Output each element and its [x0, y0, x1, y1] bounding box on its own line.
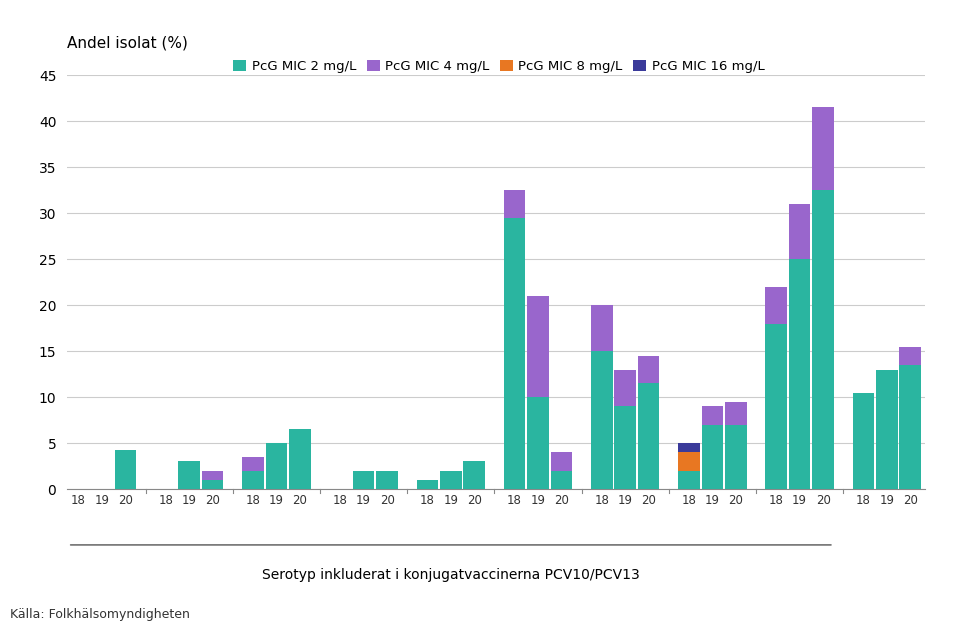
- Bar: [353, 471, 374, 489]
- Bar: [202, 471, 223, 480]
- Bar: [724, 424, 746, 489]
- Bar: [590, 351, 612, 489]
- Bar: [527, 397, 548, 489]
- Bar: [242, 457, 263, 471]
- Bar: [678, 452, 699, 471]
- Bar: [614, 406, 636, 489]
- Bar: [638, 383, 659, 489]
- Bar: [289, 429, 311, 489]
- Legend: PcG MIC 2 mg/L, PcG MIC 4 mg/L, PcG MIC 8 mg/L, PcG MIC 16 mg/L: PcG MIC 2 mg/L, PcG MIC 4 mg/L, PcG MIC …: [228, 55, 769, 78]
- Bar: [764, 324, 786, 489]
- Bar: [202, 480, 223, 489]
- Bar: [811, 107, 833, 190]
- Bar: [590, 305, 612, 351]
- Bar: [550, 471, 572, 489]
- Text: Andel isolat (%): Andel isolat (%): [67, 35, 188, 50]
- Bar: [724, 402, 746, 424]
- Bar: [875, 369, 897, 489]
- Bar: [788, 204, 809, 259]
- Bar: [700, 424, 722, 489]
- Bar: [638, 356, 659, 383]
- Bar: [764, 287, 786, 324]
- Bar: [852, 393, 873, 489]
- Bar: [439, 471, 461, 489]
- Bar: [678, 443, 699, 452]
- Bar: [265, 443, 287, 489]
- Bar: [242, 471, 263, 489]
- Bar: [700, 406, 722, 424]
- Bar: [114, 450, 136, 489]
- Bar: [463, 461, 484, 489]
- Bar: [899, 347, 920, 365]
- Bar: [178, 461, 200, 489]
- Text: Källa: Folkhälsomyndigheten: Källa: Folkhälsomyndigheten: [10, 608, 190, 621]
- Bar: [503, 190, 525, 218]
- Bar: [811, 190, 833, 489]
- Bar: [550, 452, 572, 471]
- Bar: [788, 259, 809, 489]
- Bar: [503, 218, 525, 489]
- Bar: [375, 471, 397, 489]
- Bar: [527, 296, 548, 397]
- Bar: [678, 471, 699, 489]
- Bar: [899, 365, 920, 489]
- Bar: [614, 369, 636, 406]
- Text: Serotyp inkluderat i konjugatvaccinerna PCV10/PCV13: Serotyp inkluderat i konjugatvaccinerna …: [262, 567, 639, 582]
- Bar: [416, 480, 437, 489]
